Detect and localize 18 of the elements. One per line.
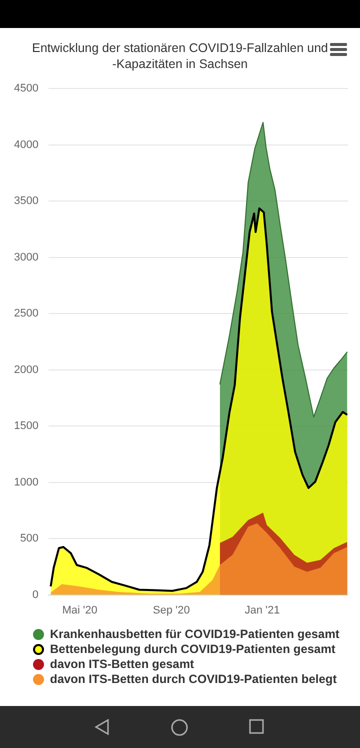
y-tick-label: 2000 [14,364,38,376]
y-tick-label: 500 [20,532,38,545]
y-tick-label: 2500 [14,308,38,320]
legend-label: Krankenhausbetten für COVID19-Patienten gesamt [50,627,340,642]
y-tick-label: 4500 [14,82,38,95]
y-tick-label: 4000 [14,138,38,151]
x-tick-label: Jan '21 [244,604,280,616]
y-tick-label: 3500 [14,195,38,208]
x-tick-label: Sep '20 [152,604,190,616]
legend-label: davon ITS-Betten gesamt [50,657,194,672]
legend-label: Bettenbelegung durch COVID19-Patienten gesamt [50,642,336,657]
x-tick-label: Mai '20 [62,604,98,616]
y-tick-label: 3000 [14,251,38,264]
legend-label: davon ITS-Betten durch COVID19-Patienten belegt [50,672,337,687]
chart-title: Entwicklung der stationären COVID19-Fallzahlen und -Kapazitäten in Sachsen [31,40,329,72]
y-tick-label: 1000 [14,476,38,488]
y-tick-label: 0 [32,588,38,601]
y-tick-label: 1500 [14,420,38,432]
